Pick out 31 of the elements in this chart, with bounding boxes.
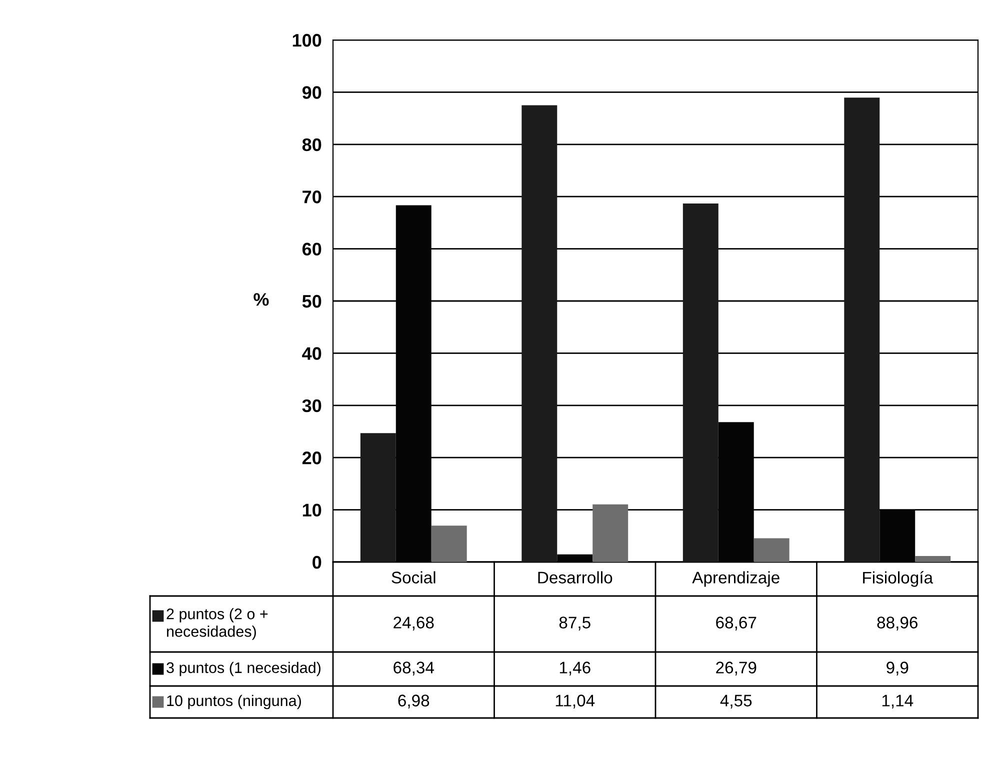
data-label: 1,14 xyxy=(882,694,914,708)
y-tick-label: 80 xyxy=(302,138,322,152)
data-label: 9,9 xyxy=(886,662,908,676)
data-label: 87,5 xyxy=(559,616,590,630)
y-tick-label: 100 xyxy=(292,34,322,47)
y-tick-label: 90 xyxy=(302,86,322,99)
x-tick-label: Aprendizaje xyxy=(692,571,780,587)
data-label: 1,46 xyxy=(560,662,590,676)
y-axis-title: % xyxy=(254,293,269,306)
legend-label: 3 puntos (1 necesidad) xyxy=(166,662,320,676)
y-tick-label: 0 xyxy=(312,556,322,569)
data-label: 4,55 xyxy=(720,694,752,708)
legend-label: 2 puntos (2 o + necesidades) xyxy=(166,608,268,640)
x-tick-label: Desarrollo xyxy=(538,571,612,584)
y-tick-label: 30 xyxy=(302,399,322,412)
data-label: 68,67 xyxy=(716,616,756,630)
x-tick-label: Fisiología xyxy=(863,571,934,587)
legend-label: 10 puntos (ninguna) xyxy=(167,694,301,710)
y-tick-label: 60 xyxy=(302,242,322,256)
y-tick-label: 10 xyxy=(302,504,322,517)
data-label: 68,34 xyxy=(394,662,434,676)
y-tick-label: 40 xyxy=(302,347,322,360)
x-tick-label: Social xyxy=(392,571,436,584)
y-tick-label: 70 xyxy=(302,190,322,204)
data-label: 6,98 xyxy=(398,694,430,708)
data-label: 26,79 xyxy=(716,662,756,676)
y-tick-label: 50 xyxy=(302,294,322,308)
data-label: 24,68 xyxy=(394,616,434,630)
data-label: 88,96 xyxy=(877,616,918,630)
data-label: 11,04 xyxy=(556,694,595,708)
y-tick-label: 20 xyxy=(302,452,322,464)
